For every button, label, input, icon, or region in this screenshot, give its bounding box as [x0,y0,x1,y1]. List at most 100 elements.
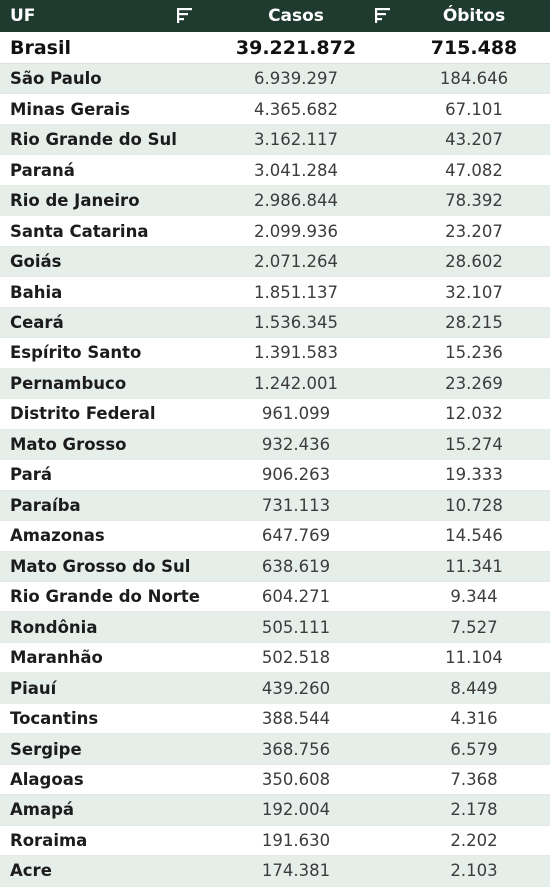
row-uf: Maranhão [10,648,103,668]
row-obitos: 43.207 [445,130,503,150]
row-casos: 2.986.844 [254,191,338,211]
row-uf: Santa Catarina [10,221,149,241]
row-obitos: 4.316 [450,709,498,729]
table-row: Tocantins 388.544 4.316 [0,704,550,735]
row-obitos: 8.449 [450,678,498,698]
row-uf: Rio Grande do Sul [10,130,177,150]
table-header: UF Casos Óbitos [0,0,550,32]
header-obitos[interactable]: Óbitos [442,6,506,26]
row-uf: Amazonas [10,526,105,546]
row-casos: 439.260 [261,678,331,698]
table-row: Maranhão 502.518 11.104 [0,643,550,674]
table-row: Ceará 1.536.345 28.215 [0,307,550,339]
row-uf: Sergipe [10,739,82,759]
table-row: Amapá 192.004 2.178 [0,795,550,826]
row-casos: 961.099 [261,404,331,424]
table-row: Pará 906.263 19.333 [0,460,550,491]
row-obitos: 15.274 [445,434,503,454]
row-obitos: 184.646 [439,69,509,89]
row-obitos: 47.082 [445,160,503,180]
row-casos: 505.111 [261,617,331,637]
sort-filter-icon[interactable] [374,7,392,25]
header-uf[interactable]: UF [10,6,36,26]
table-row: Alagoas 350.608 7.368 [0,765,550,796]
row-obitos: 2.202 [450,830,498,850]
row-obitos: 6.579 [450,739,498,759]
table-row: Rio de Janeiro 2.986.844 78.392 [0,185,550,217]
row-uf: Bahia [10,282,63,302]
row-casos: 1.536.345 [254,312,338,332]
row-casos: 604.271 [261,587,331,607]
row-uf: Rio de Janeiro [10,191,140,211]
row-uf: Amapá [10,800,75,820]
row-uf: Alagoas [10,770,84,790]
row-uf: Paraíba [10,495,81,515]
row-uf: Goiás [10,252,62,272]
row-casos: 502.518 [261,648,331,668]
row-casos: 174.381 [261,861,331,881]
row-uf: Pernambuco [10,373,127,393]
row-uf: Pará [10,465,53,485]
row-obitos: 7.527 [450,617,498,637]
row-casos: 1.242.001 [254,373,338,393]
table-row: Roraima 191.630 2.202 [0,826,550,857]
table-row: Bahia 1.851.137 32.107 [0,277,550,308]
table-row: Sergipe 368.756 6.579 [0,734,550,765]
table-row: Paraná 3.041.284 47.082 [0,155,550,186]
row-obitos: 78.392 [445,191,503,211]
row-obitos: 28.602 [445,252,503,272]
row-casos: 1.391.583 [254,343,338,363]
table-row: Distrito Federal 961.099 12.032 [0,399,550,430]
row-uf: Espírito Santo [10,343,142,363]
row-obitos: 11.104 [445,648,503,668]
table-row: São Paulo 6.939.297 184.646 [0,64,550,95]
row-uf: Paraná [10,160,75,180]
row-obitos: 2.178 [450,800,498,820]
table-body: São Paulo 6.939.297 184.646 Minas Gerais 4.3… [0,64,550,887]
table-row: Santa Catarina 2.099.936 23.207 [0,216,550,247]
row-obitos: 12.032 [445,404,503,424]
row-uf: Ceará [10,312,64,332]
row-obitos: 7.368 [450,770,498,790]
row-obitos: 23.269 [445,373,503,393]
row-casos: 39.221.872 [235,36,357,59]
row-uf: Tocantins [10,709,99,729]
row-casos: 731.113 [261,495,331,515]
row-casos: 350.608 [261,770,331,790]
row-casos: 647.769 [261,526,331,546]
row-obitos: 715.488 [430,36,518,59]
row-casos: 368.756 [261,739,331,759]
table-row: Goiás 2.071.264 28.602 [0,246,550,278]
row-casos: 638.619 [261,556,331,576]
row-obitos: 67.101 [445,99,503,119]
row-casos: 1.851.137 [254,282,338,302]
row-casos: 3.041.284 [254,160,338,180]
sort-filter-icon[interactable] [176,7,194,25]
row-casos: 3.162.117 [254,130,338,150]
row-casos: 906.263 [261,465,331,485]
row-uf: Roraima [10,830,88,850]
row-uf: Mato Grosso do Sul [10,556,191,576]
row-obitos: 23.207 [445,221,503,241]
row-uf: Distrito Federal [10,404,156,424]
row-uf: Acre [10,861,52,881]
row-uf: Rio Grande do Norte [10,587,200,607]
table-row: Rio Grande do Norte 604.271 9.344 [0,582,550,613]
header-casos[interactable]: Casos [268,6,324,26]
row-casos: 2.071.264 [254,252,338,272]
row-casos: 388.544 [261,709,331,729]
table-row: Pernambuco 1.242.001 23.269 [0,368,550,400]
row-obitos: 9.344 [450,587,498,607]
row-obitos: 11.341 [445,556,503,576]
table-row: Acre 174.381 2.103 [0,856,550,887]
row-obitos: 2.103 [450,861,498,881]
row-obitos: 19.333 [445,465,503,485]
table-row: Amazonas 647.769 14.546 [0,521,550,552]
row-casos: 2.099.936 [254,221,338,241]
row-obitos: 28.215 [445,312,503,332]
table-row: Paraíba 731.113 10.728 [0,490,550,522]
table-row: Minas Gerais 4.365.682 67.101 [0,94,550,125]
row-obitos: 14.546 [445,526,503,546]
row-uf: Piauí [10,678,57,698]
row-obitos: 32.107 [445,282,503,302]
